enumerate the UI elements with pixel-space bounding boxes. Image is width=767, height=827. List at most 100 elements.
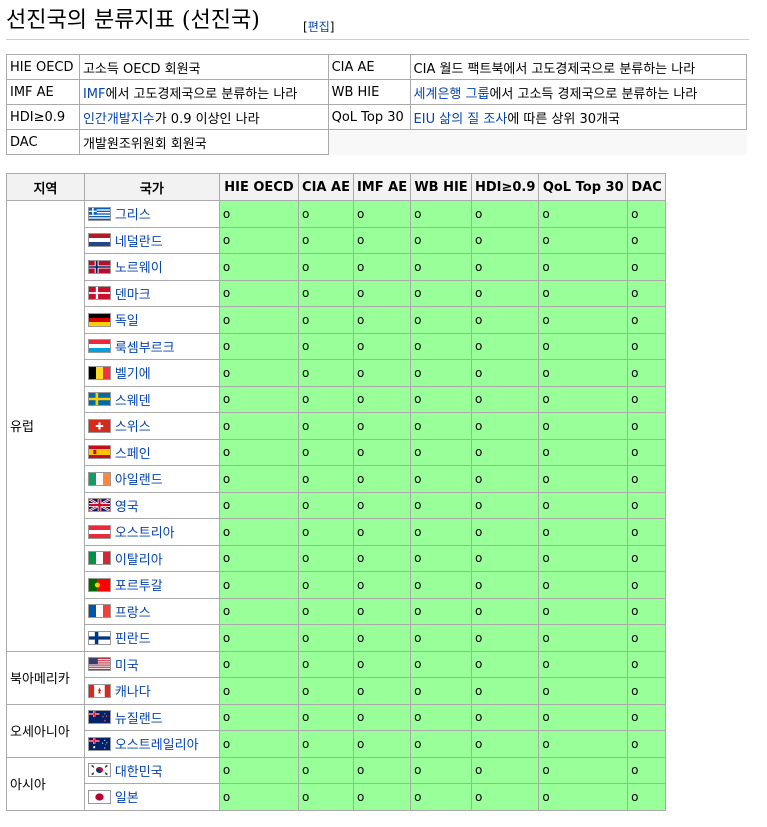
- criteria-mark-cell: o: [352, 306, 412, 334]
- criteria-mark-cell: o: [538, 438, 629, 466]
- criteria-mark-cell: o: [298, 491, 354, 519]
- criteria-mark-cell: o: [538, 783, 629, 811]
- criteria-mark-cell: o: [410, 730, 472, 758]
- edit-link[interactable]: 편집: [307, 20, 330, 34]
- legend-link[interactable]: 세계은행 그룹: [413, 86, 490, 102]
- legend-key: HDI≥0.9: [6, 104, 80, 130]
- criteria-mark-cell: o: [298, 359, 354, 387]
- criteria-mark-cell: o: [298, 306, 354, 334]
- criteria-mark-cell: o: [538, 703, 629, 731]
- criteria-mark-cell: o: [470, 597, 540, 625]
- criteria-mark-cell: o: [298, 756, 354, 784]
- criteria-mark-cell: o: [352, 518, 412, 546]
- criteria-mark-cell: o: [538, 412, 629, 440]
- criteria-mark-cell: o: [627, 279, 666, 307]
- criteria-mark-cell: o: [218, 518, 300, 546]
- criteria-mark-cell: o: [410, 332, 472, 360]
- country-cell: 그리스: [83, 200, 220, 228]
- country-link[interactable]: 스페인: [114, 446, 151, 462]
- table-row: 독일 o o o o o o o: [7, 306, 666, 334]
- criteria-mark-cell: o: [298, 703, 354, 731]
- country-link[interactable]: 포르투갈: [114, 579, 163, 595]
- country-cell: 노르웨이: [83, 253, 220, 281]
- country-link[interactable]: 벨기에: [114, 367, 151, 383]
- country-link[interactable]: 프랑스: [114, 605, 151, 621]
- flag-france-icon: [87, 604, 111, 619]
- flag-switzerland-icon: [87, 418, 111, 433]
- criteria-mark-cell: o: [298, 465, 354, 493]
- country-link[interactable]: 캐나다: [114, 685, 151, 701]
- flag-uk-icon: [87, 498, 111, 513]
- country-link[interactable]: 덴마크: [114, 287, 151, 303]
- flag-norway-icon: [87, 259, 111, 274]
- criteria-mark-cell: o: [218, 650, 300, 678]
- country-link[interactable]: 스웨덴: [114, 393, 151, 409]
- table-row: 오스트레일리아 o o o o o o o: [7, 730, 666, 758]
- column-header: CIA AE: [298, 173, 354, 201]
- criteria-mark-cell: o: [627, 597, 666, 625]
- country-link[interactable]: 그리스: [114, 208, 151, 224]
- legend-description: EIU 삶의 질 조사에 따른 상위 30개국: [409, 104, 748, 130]
- table-row: 영국 o o o o o o o: [7, 491, 666, 519]
- country-link[interactable]: 일본: [114, 791, 139, 807]
- column-header: 지역: [6, 173, 85, 201]
- criteria-mark-cell: o: [538, 624, 629, 652]
- flag-finland-icon: [87, 630, 111, 645]
- country-cell: 캐나다: [83, 677, 220, 705]
- country-link[interactable]: 미국: [114, 658, 139, 674]
- criteria-mark-cell: o: [352, 332, 412, 360]
- table-row: 아일랜드 o o o o o o o: [7, 465, 666, 493]
- legend-link[interactable]: IMF: [82, 86, 106, 102]
- criteria-mark-cell: o: [627, 730, 666, 758]
- table-row: 아시아 대한민국 o o o o o o o: [6, 756, 666, 811]
- country-link[interactable]: 독일: [114, 314, 139, 330]
- country-link[interactable]: 네덜란드: [114, 234, 163, 250]
- criteria-mark-cell: o: [410, 412, 472, 440]
- criteria-mark-cell: o: [298, 279, 354, 307]
- legend-key: DAC: [6, 129, 80, 155]
- criteria-mark-cell: o: [627, 677, 666, 705]
- country-link[interactable]: 오스트리아: [114, 526, 175, 542]
- flag-belgium-icon: [87, 365, 111, 380]
- country-link[interactable]: 노르웨이: [114, 261, 163, 277]
- criteria-mark-cell: o: [410, 200, 472, 228]
- criteria-mark-cell: o: [538, 544, 629, 572]
- table-row: 네덜란드 o o o o o o o: [7, 226, 666, 254]
- legend-text: CIA 월드 팩트북에서 고도경제국으로 분류하는 나라: [413, 61, 696, 77]
- criteria-mark-cell: o: [298, 624, 354, 652]
- country-link[interactable]: 핀란드: [114, 632, 151, 648]
- country-link[interactable]: 뉴질랜드: [114, 711, 163, 727]
- legend-link[interactable]: EIU 삶의 질 조사: [413, 111, 508, 127]
- criteria-mark-cell: o: [470, 385, 540, 413]
- criteria-mark-cell: o: [352, 571, 412, 599]
- criteria-mark-cell: o: [352, 650, 412, 678]
- criteria-mark-cell: o: [538, 756, 629, 784]
- criteria-mark-cell: o: [352, 465, 412, 493]
- criteria-mark-cell: o: [538, 650, 629, 678]
- legend-key: QoL Top 30: [327, 104, 411, 130]
- legend-key: CIA AE: [327, 54, 411, 80]
- country-link[interactable]: 아일랜드: [114, 473, 163, 489]
- criteria-mark-cell: o: [298, 783, 354, 811]
- criteria-mark-cell: o: [298, 730, 354, 758]
- column-header: QoL Top 30: [538, 173, 629, 201]
- criteria-mark-cell: o: [410, 650, 472, 678]
- criteria-mark-cell: o: [538, 200, 629, 228]
- country-link[interactable]: 이탈리아: [114, 552, 163, 568]
- criteria-mark-cell: o: [470, 518, 540, 546]
- criteria-mark-cell: o: [298, 438, 354, 466]
- criteria-mark-cell: o: [218, 359, 300, 387]
- country-cell: 미국: [83, 650, 220, 678]
- country-link[interactable]: 스위스: [114, 420, 151, 436]
- country-link[interactable]: 룩셈부르크: [114, 340, 175, 356]
- criteria-mark-cell: o: [352, 756, 412, 784]
- country-link[interactable]: 영국: [114, 499, 139, 515]
- criteria-mark-cell: o: [627, 756, 666, 784]
- criteria-mark-cell: o: [410, 306, 472, 334]
- country-link[interactable]: 오스트레일리아: [114, 738, 199, 754]
- flag-canada-icon: [87, 683, 111, 698]
- table-row: 핀란드 o o o o o o o: [7, 624, 666, 652]
- criteria-mark-cell: o: [627, 438, 666, 466]
- legend-link[interactable]: 인간개발지수: [82, 111, 155, 127]
- country-link[interactable]: 대한민국: [114, 764, 163, 780]
